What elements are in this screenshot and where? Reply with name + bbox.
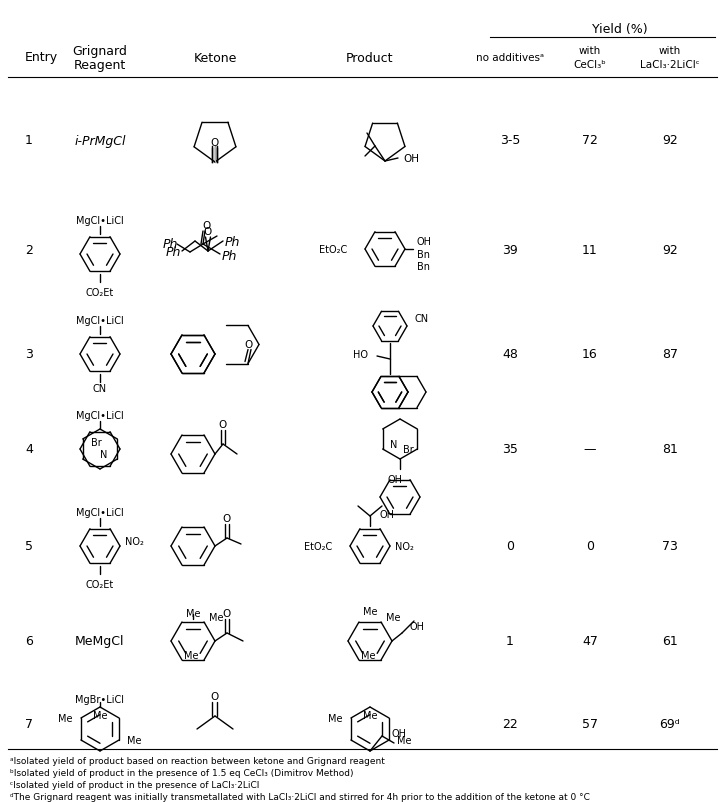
Text: N: N bbox=[390, 439, 398, 449]
Text: 61: 61 bbox=[662, 634, 678, 648]
Text: O: O bbox=[204, 227, 212, 237]
Text: O: O bbox=[223, 608, 231, 618]
Text: Me: Me bbox=[186, 608, 200, 618]
Text: 92: 92 bbox=[662, 243, 678, 256]
Text: —: — bbox=[584, 443, 596, 456]
Text: 6: 6 bbox=[25, 634, 33, 648]
Text: Me: Me bbox=[209, 612, 223, 622]
Text: 3-5: 3-5 bbox=[500, 134, 520, 148]
Text: O: O bbox=[245, 339, 253, 349]
Text: Yield (%): Yield (%) bbox=[592, 23, 648, 36]
Text: Me: Me bbox=[397, 735, 412, 745]
Text: HO: HO bbox=[353, 350, 368, 359]
Text: Ph: Ph bbox=[165, 245, 181, 258]
Text: 92: 92 bbox=[662, 134, 678, 148]
Text: OH: OH bbox=[417, 237, 432, 247]
Text: N: N bbox=[100, 449, 108, 460]
Text: 16: 16 bbox=[582, 348, 598, 361]
Text: Me: Me bbox=[362, 710, 377, 720]
Text: O: O bbox=[223, 513, 231, 524]
Text: Grignard: Grignard bbox=[72, 44, 128, 58]
Text: CN: CN bbox=[415, 314, 429, 323]
Text: Ph: Ph bbox=[221, 250, 236, 263]
Text: MgCl•LiCl: MgCl•LiCl bbox=[76, 411, 124, 420]
Text: Bn: Bn bbox=[417, 261, 430, 272]
Text: O: O bbox=[211, 691, 219, 701]
Text: OH: OH bbox=[403, 154, 419, 164]
Text: OH: OH bbox=[387, 475, 402, 484]
Text: NO₂: NO₂ bbox=[125, 537, 144, 546]
Text: 48: 48 bbox=[502, 348, 518, 361]
Text: 11: 11 bbox=[582, 243, 598, 256]
Text: ᵈThe Grignard reagent was initially transmetallated with LaCl₃·2LiCl and stirred: ᵈThe Grignard reagent was initially tran… bbox=[10, 792, 590, 801]
Text: 72: 72 bbox=[582, 134, 598, 148]
Text: Ph: Ph bbox=[224, 235, 240, 248]
Text: ᵇIsolated yield of product in the presence of 1.5 eq CeCl₃ (Dimitrov Method): ᵇIsolated yield of product in the presen… bbox=[10, 768, 354, 777]
Text: 47: 47 bbox=[582, 634, 598, 648]
Text: MeMgCl: MeMgCl bbox=[75, 634, 125, 648]
Text: 0: 0 bbox=[586, 540, 594, 553]
Text: Me: Me bbox=[184, 650, 199, 660]
Text: MgCl•LiCl: MgCl•LiCl bbox=[76, 508, 124, 517]
Text: Ketone: Ketone bbox=[194, 51, 236, 64]
Text: MgCl•LiCl: MgCl•LiCl bbox=[76, 216, 124, 225]
Text: OH: OH bbox=[392, 728, 407, 738]
Text: CO₂Et: CO₂Et bbox=[86, 579, 114, 589]
Text: Br: Br bbox=[403, 444, 414, 455]
Text: 1: 1 bbox=[25, 134, 33, 148]
Text: 3: 3 bbox=[25, 348, 33, 361]
Text: OH: OH bbox=[380, 509, 395, 520]
Text: Me: Me bbox=[362, 650, 376, 660]
Text: Me: Me bbox=[328, 713, 343, 723]
Text: 22: 22 bbox=[502, 718, 518, 731]
Text: MgBr•LiCl: MgBr•LiCl bbox=[75, 695, 125, 704]
Text: LaCl₃·2LiClᶜ: LaCl₃·2LiClᶜ bbox=[640, 60, 700, 70]
Text: 1: 1 bbox=[506, 634, 514, 648]
Text: 35: 35 bbox=[502, 443, 518, 456]
Text: i-PrMgCl: i-PrMgCl bbox=[74, 134, 125, 148]
Text: Me: Me bbox=[386, 612, 400, 622]
Text: 69ᵈ: 69ᵈ bbox=[660, 718, 680, 731]
Text: Br: Br bbox=[91, 437, 102, 448]
Text: MgCl•LiCl: MgCl•LiCl bbox=[76, 316, 124, 326]
Text: Me: Me bbox=[93, 710, 107, 720]
Text: 4: 4 bbox=[25, 443, 33, 456]
Text: Ph: Ph bbox=[162, 238, 178, 251]
Text: 87: 87 bbox=[662, 348, 678, 361]
Text: EtO₂C: EtO₂C bbox=[319, 245, 347, 255]
Text: 0: 0 bbox=[506, 540, 514, 553]
Text: 5: 5 bbox=[25, 540, 33, 553]
Text: Bn: Bn bbox=[417, 249, 430, 260]
Text: 7: 7 bbox=[25, 718, 33, 731]
Text: OH: OH bbox=[410, 622, 425, 631]
Text: Me: Me bbox=[59, 713, 73, 723]
Text: EtO₂C: EtO₂C bbox=[304, 541, 332, 551]
Text: Reagent: Reagent bbox=[74, 59, 126, 71]
Text: NO₂: NO₂ bbox=[395, 541, 414, 551]
Text: 57: 57 bbox=[582, 718, 598, 731]
Text: 73: 73 bbox=[662, 540, 678, 553]
Text: with: with bbox=[579, 46, 601, 56]
Text: 2: 2 bbox=[25, 243, 33, 256]
Text: O: O bbox=[211, 138, 219, 148]
Text: Product: Product bbox=[347, 51, 394, 64]
Text: with: with bbox=[659, 46, 681, 56]
Text: CN: CN bbox=[93, 383, 107, 394]
Text: ᵃIsolated yield of product based on reaction between ketone and Grignard reagent: ᵃIsolated yield of product based on reac… bbox=[10, 756, 385, 765]
Text: O: O bbox=[219, 419, 227, 429]
Text: 81: 81 bbox=[662, 443, 678, 456]
Text: O: O bbox=[203, 221, 211, 231]
Text: CeCl₃ᵇ: CeCl₃ᵇ bbox=[573, 60, 606, 70]
Text: Entry: Entry bbox=[25, 51, 58, 64]
Text: no additivesᵃ: no additivesᵃ bbox=[476, 53, 544, 63]
Text: ᶜIsolated yield of product in the presence of LaCl₃·2LiCl: ᶜIsolated yield of product in the presen… bbox=[10, 780, 260, 789]
Text: Me: Me bbox=[362, 606, 377, 616]
Text: Me: Me bbox=[127, 735, 141, 745]
Text: CO₂Et: CO₂Et bbox=[86, 288, 114, 298]
Text: 39: 39 bbox=[502, 243, 518, 256]
